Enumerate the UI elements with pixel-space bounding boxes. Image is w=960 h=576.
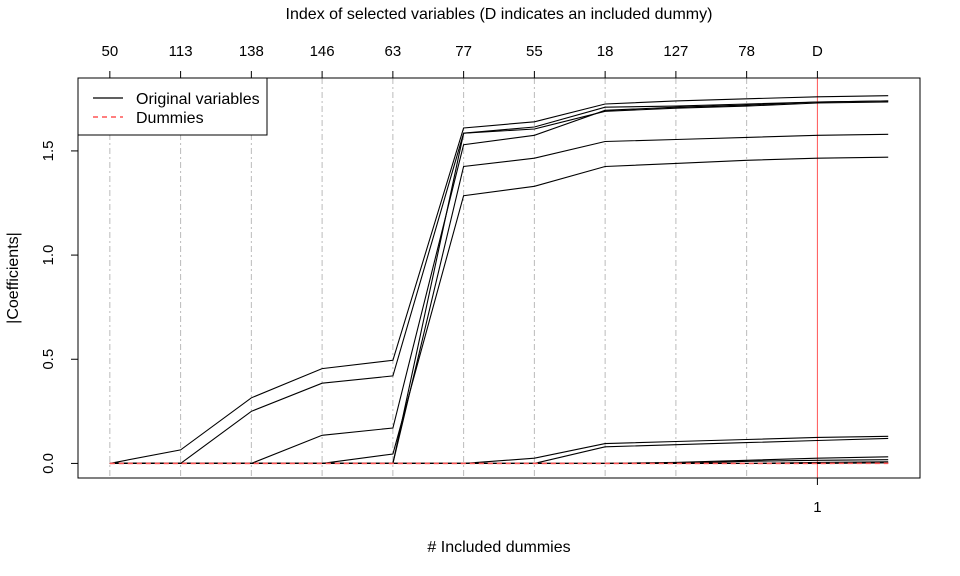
top-tick-label: 127	[663, 43, 688, 60]
top-tick-label: 78	[738, 43, 755, 60]
top-tick-label: 146	[310, 43, 335, 60]
top-tick-label: 77	[455, 43, 472, 60]
top-tick-label: 113	[169, 43, 193, 60]
series-lines	[109, 95, 889, 465]
y-tick-label: 0.5	[40, 349, 57, 370]
top-tick-label: D	[812, 43, 823, 60]
original-series-line	[109, 100, 889, 464]
x-axis-title: # Included dummies	[427, 539, 570, 556]
plot-frame	[77, 77, 921, 479]
y-tick-label: 1.5	[40, 140, 57, 161]
legend-dummies-label: Dummies	[136, 110, 204, 127]
top-tick-label: 63	[385, 43, 402, 60]
chart-title: Index of selected variables (D indicates…	[286, 6, 713, 23]
bottom-tick-label: 1	[813, 499, 821, 516]
y-tick-label: 1.0	[40, 245, 57, 266]
original-series-line	[109, 95, 889, 464]
top-tick-label: 55	[526, 43, 543, 60]
grid-lines	[109, 78, 818, 478]
top-tick-label: 18	[597, 43, 614, 60]
legend-original-label: Original variables	[136, 91, 260, 108]
y-tick-label: 0.0	[40, 453, 57, 474]
y-axis-title: |Coefficients|	[5, 232, 22, 324]
legend: Original variables Dummies	[77, 77, 268, 136]
top-tick-label: 138	[239, 43, 264, 60]
legend-box	[77, 77, 268, 136]
top-tick-label: 50	[101, 43, 118, 60]
